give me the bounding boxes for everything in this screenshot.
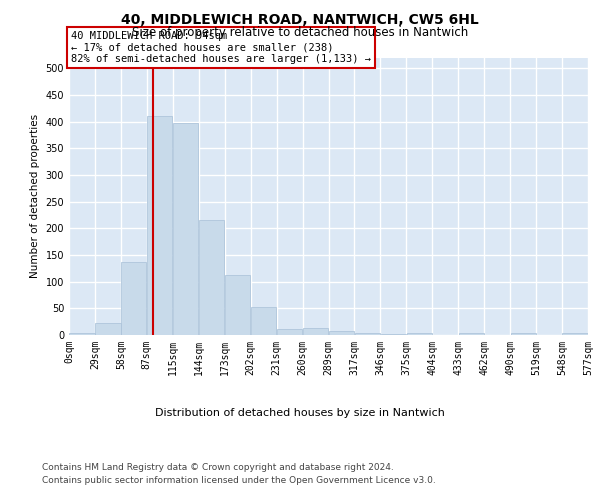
Bar bbox=[173, 122, 199, 335]
Bar bbox=[407, 334, 432, 335]
Bar bbox=[562, 334, 587, 335]
Bar bbox=[355, 333, 380, 335]
Bar bbox=[199, 220, 224, 335]
Bar bbox=[381, 334, 406, 335]
Bar bbox=[251, 307, 276, 335]
Text: 40, MIDDLEWICH ROAD, NANTWICH, CW5 6HL: 40, MIDDLEWICH ROAD, NANTWICH, CW5 6HL bbox=[121, 12, 479, 26]
Bar bbox=[303, 328, 328, 335]
Text: Distribution of detached houses by size in Nantwich: Distribution of detached houses by size … bbox=[155, 408, 445, 418]
Y-axis label: Number of detached properties: Number of detached properties bbox=[30, 114, 40, 278]
Bar bbox=[329, 332, 354, 335]
Bar bbox=[277, 328, 302, 335]
Text: Size of property relative to detached houses in Nantwich: Size of property relative to detached ho… bbox=[132, 26, 468, 39]
Bar bbox=[95, 324, 121, 335]
Bar bbox=[511, 334, 536, 335]
Bar bbox=[225, 274, 250, 335]
Bar bbox=[121, 262, 146, 335]
Bar bbox=[147, 116, 172, 335]
Text: Contains HM Land Registry data © Crown copyright and database right 2024.: Contains HM Land Registry data © Crown c… bbox=[42, 462, 394, 471]
Bar bbox=[458, 333, 484, 335]
Text: Contains public sector information licensed under the Open Government Licence v3: Contains public sector information licen… bbox=[42, 476, 436, 485]
Text: 40 MIDDLEWICH ROAD: 94sqm
← 17% of detached houses are smaller (238)
82% of semi: 40 MIDDLEWICH ROAD: 94sqm ← 17% of detac… bbox=[71, 30, 371, 64]
Bar bbox=[70, 334, 95, 335]
